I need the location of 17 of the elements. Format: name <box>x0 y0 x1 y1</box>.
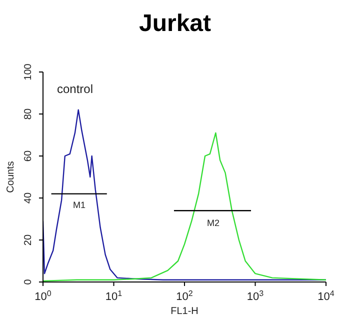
y-tick-label: 60 <box>23 150 34 162</box>
chart-title: Jurkat <box>138 10 212 38</box>
y-tick-label: 100 <box>23 63 34 80</box>
x-axis-title: FL1-H <box>170 306 198 317</box>
annotation: control <box>57 82 94 96</box>
annotation: M2 <box>207 218 220 228</box>
annotation: M1 <box>73 200 86 210</box>
x-tick-label: 10$^{0}$ <box>34 288 52 303</box>
y-tick-label: 0 <box>23 278 34 285</box>
x-tick-label: 10$^{1}$ <box>105 288 123 303</box>
x-tick-label: 10$^{2}$ <box>176 288 194 303</box>
y-tick-label: 80 <box>23 108 34 120</box>
x-tick-label: 10$^{4}$ <box>318 288 335 303</box>
y-axis-title: Counts <box>6 161 17 193</box>
x-tick-label: 10$^{3}$ <box>246 288 264 303</box>
y-tick-label: 20 <box>23 234 34 246</box>
y-tick-label: 40 <box>23 192 34 204</box>
